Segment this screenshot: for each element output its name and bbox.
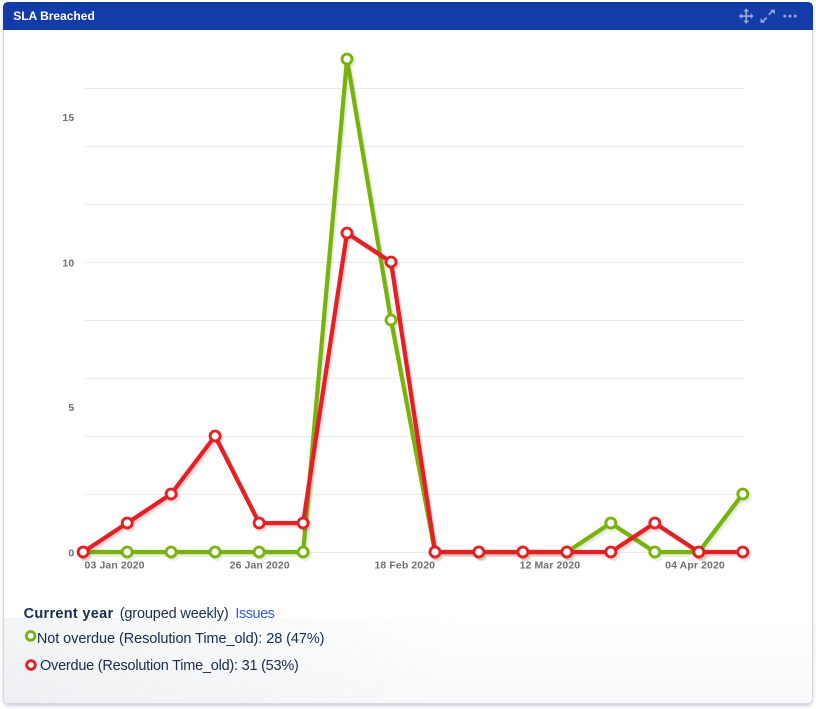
svg-text:12 Mar 2020: 12 Mar 2020 xyxy=(520,559,581,571)
svg-text:26 Jan 2020: 26 Jan 2020 xyxy=(230,559,290,571)
svg-text:10: 10 xyxy=(62,257,74,269)
svg-text:18 Feb 2020: 18 Feb 2020 xyxy=(374,559,435,571)
svg-text:0: 0 xyxy=(68,547,74,559)
svg-text:03 Jan 2020: 03 Jan 2020 xyxy=(85,559,145,571)
svg-text:5: 5 xyxy=(68,402,74,414)
svg-text:15: 15 xyxy=(62,112,74,124)
svg-text:04 Apr 2020: 04 Apr 2020 xyxy=(665,559,725,571)
